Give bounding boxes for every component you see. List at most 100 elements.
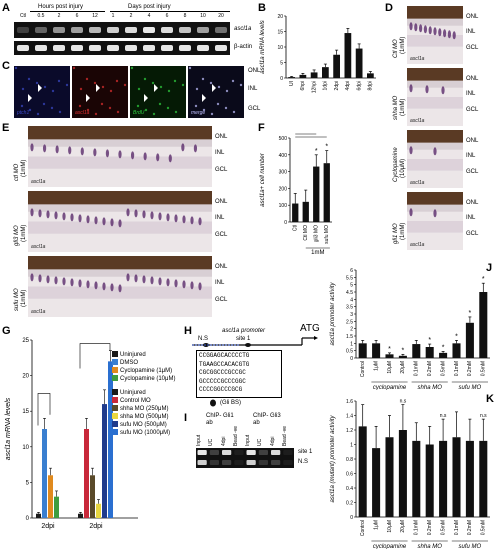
legend-label: shha MO (250μM): [120, 406, 168, 412]
panel-e-images: ascl1a ctl MO (1mM) ONL INL GCL ascl1a gli3 MO(…: [14, 126, 240, 321]
significance-mark: n.s: [440, 413, 447, 419]
layer-label: GCL: [215, 166, 228, 173]
significance-mark: *: [325, 144, 328, 151]
chip-band: [271, 460, 281, 465]
group-label: sufu MO: [459, 544, 482, 549]
condition-label: sufu MO: [14, 288, 20, 311]
x-tick-label: 0.2mM: [427, 361, 433, 376]
gel-lane-label: 2: [57, 13, 61, 19]
stain-label: ascl1a: [31, 244, 46, 250]
promoter-line: [192, 336, 318, 347]
x-tick-label: 1μM: [373, 361, 379, 371]
y-tick-label: 20: [277, 14, 283, 20]
chip-lane-label: 4dpi: [269, 436, 276, 446]
x-tick-label: Ctl MO: [303, 225, 309, 241]
promoter-sequence: CCGGAGCACCCCTG TGAAGCCACACGTG CGCGGCCCGC…: [196, 350, 282, 398]
gel-row-ascl1a: ascl1a: [234, 26, 252, 32]
legend-label: Cyclopamine (10μM): [120, 376, 175, 382]
dose-label: (1mM): [21, 159, 27, 177]
y-tick-label: 1.6: [346, 399, 353, 405]
x-tick-label: UI: [289, 81, 295, 86]
panel-g-label: G: [2, 325, 11, 337]
legend-swatch: [112, 421, 118, 427]
y-tick-label: 0: [350, 515, 353, 521]
bar: [385, 437, 394, 517]
gel-band: [17, 45, 29, 51]
chip-band: [234, 460, 244, 465]
y-axis-label: ascl1a (mutant) promoter activity: [330, 414, 336, 502]
x-tick-label: 10μM: [387, 361, 393, 374]
gel-band: [71, 27, 83, 33]
x-tick-label: 0.5mM: [440, 520, 446, 535]
chip-band: [222, 460, 232, 465]
histology-panel: ascl1a: [28, 191, 212, 252]
significance-mark: *: [482, 276, 485, 283]
significance-mark: n.s: [480, 413, 487, 419]
fluorescence-panel: ascl1a: [72, 66, 128, 118]
y-tick-label: 5.5: [346, 275, 353, 281]
x-tick-label: 0.2mM: [427, 520, 433, 535]
layer-label: ONL: [466, 138, 479, 144]
x-tick-label: gli3 MO: [314, 225, 320, 242]
condition-label: Cyclopamine: [393, 147, 399, 182]
group-label: cyclopamine: [373, 544, 407, 549]
legend-swatch: [112, 397, 118, 403]
days-label: Days post injury: [128, 4, 171, 10]
bar: [310, 72, 318, 78]
gel-ascl1a: [14, 22, 230, 38]
layer-label: INL: [215, 215, 225, 222]
chip-lane-labels: Input UC 4dpi Bead -ve Input UC 4dpi Bead -ve: [196, 425, 296, 448]
bar: [452, 343, 461, 358]
gel-lane-label: 2: [129, 13, 133, 19]
gel-band: [143, 27, 155, 33]
histology-panel: ascl1a: [407, 130, 463, 188]
layer-label: ONL: [466, 14, 479, 20]
y-tick-label: 0: [350, 356, 353, 362]
significance-mark: n.s: [400, 399, 407, 405]
x-tick-label: 6hpi: [300, 81, 306, 90]
bar: [288, 77, 295, 78]
bar: [425, 444, 434, 517]
chip-lane-label: Bead -ve: [232, 425, 239, 446]
group-label: shha MO: [418, 385, 443, 390]
y-tick-label: 1: [350, 341, 353, 347]
x-tick-label: Control: [360, 520, 366, 536]
y-tick-label: 1: [350, 443, 353, 449]
gel-beta-actin: [14, 41, 230, 55]
y-tick-label: 0: [280, 76, 283, 82]
group-label: shha MO: [418, 544, 443, 549]
chip-band: [209, 460, 219, 465]
y-axis-label: ascl1a promoter activity: [330, 281, 336, 345]
panel-c-label: C: [2, 60, 10, 72]
fluorescence-panel: BrdU: [130, 66, 186, 118]
panel-d-images: ascl1a Ctl MO (1mM) ONL INL GCL ascl1a shha MO(…: [393, 6, 478, 256]
gel-lane-label: 1: [111, 13, 115, 19]
bar: [42, 429, 47, 518]
legend-label: Cyclopamine (1μM): [120, 368, 172, 374]
gel-band: [197, 27, 209, 33]
panel-b-label: B: [258, 2, 266, 14]
bar: [84, 429, 89, 518]
stain-label: ascl1a: [410, 56, 425, 62]
layer-label: GCL: [466, 230, 479, 237]
chip-band: [258, 450, 268, 455]
chip-row-ns: N.S: [298, 459, 309, 465]
chip-gli3: ChIP- Gli3 ab: [253, 413, 281, 426]
bar: [358, 343, 367, 358]
legend-label: Uninjured: [120, 390, 146, 396]
x-tick-label: 2dpi: [334, 81, 340, 90]
panel-d-label: D: [385, 2, 393, 14]
x-tick-label: 8dpi: [368, 81, 374, 90]
chip-lane-label: Bead -ve: [281, 425, 288, 446]
y-tick-label: 0.2: [346, 501, 353, 507]
hours-label: Hours post injury: [38, 4, 84, 10]
gel-lane-label: 10: [200, 13, 206, 19]
bar: [358, 426, 367, 517]
chip-band: [197, 460, 207, 465]
chip-band: [283, 450, 293, 455]
significance-mark: *: [388, 346, 391, 353]
dose-label: (1mM): [21, 224, 27, 242]
y-tick-label: 400: [279, 153, 288, 159]
y-tick-label: 100: [279, 203, 288, 209]
layer-label: GCL: [466, 44, 479, 51]
